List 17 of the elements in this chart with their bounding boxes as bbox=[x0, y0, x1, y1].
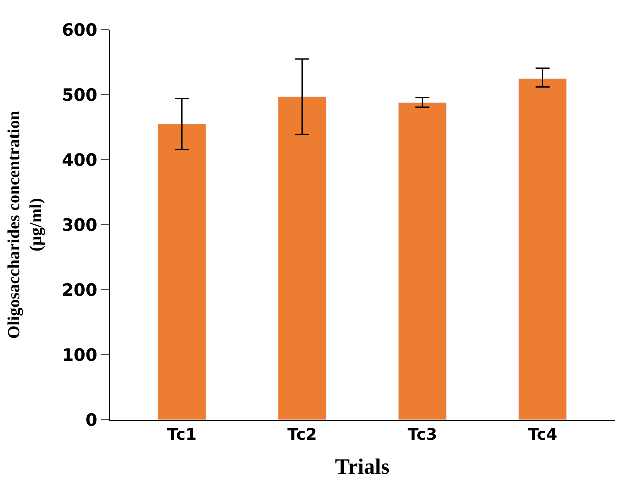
y-tick-label: 100 bbox=[62, 346, 98, 366]
bar bbox=[398, 102, 447, 420]
y-axis-title: Oligosaccharides concentration (µg/ml) bbox=[4, 110, 46, 340]
x-tick-label: Tc2 bbox=[288, 425, 318, 444]
y-tick-label: 0 bbox=[86, 410, 98, 431]
bar bbox=[158, 124, 206, 420]
y-tick-label: 300 bbox=[62, 216, 98, 236]
bar bbox=[278, 96, 327, 420]
x-tick-label: Tc4 bbox=[528, 425, 558, 444]
x-tick-label: Tc3 bbox=[408, 425, 438, 444]
x-tick-label: Tc1 bbox=[167, 425, 197, 444]
x-axis-title: Trials bbox=[335, 454, 390, 480]
y-tick-label: 400 bbox=[62, 150, 98, 171]
y-tick-label: 200 bbox=[62, 280, 98, 301]
y-tick-label: 600 bbox=[62, 20, 98, 41]
bar bbox=[518, 78, 568, 420]
y-tick-label: 500 bbox=[62, 86, 98, 106]
